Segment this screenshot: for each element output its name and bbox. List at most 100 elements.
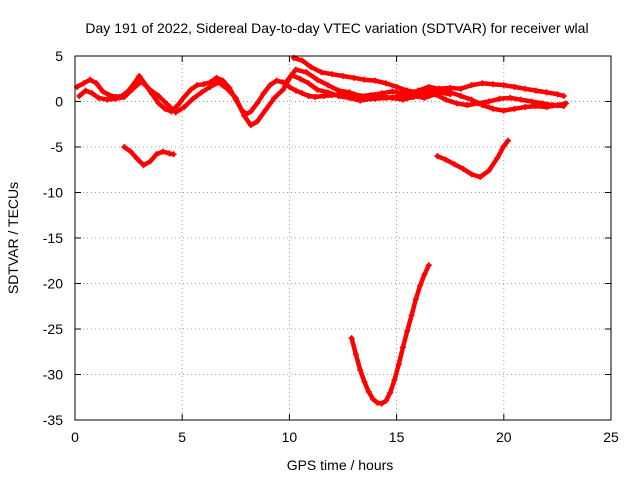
data-point [87, 76, 94, 83]
data-point [254, 100, 261, 107]
data-point [378, 400, 385, 407]
data-point [271, 94, 278, 101]
data-point [318, 69, 325, 76]
x-tick-label: 0 [71, 429, 79, 445]
data-point [189, 95, 196, 102]
data-point [95, 94, 102, 101]
data-point [447, 89, 454, 96]
data-point [464, 102, 471, 109]
data-point [147, 86, 154, 93]
data-point [324, 89, 331, 96]
data-point [393, 83, 400, 90]
data-point [357, 93, 364, 100]
x-tick-label: 10 [282, 429, 298, 445]
data-point [181, 93, 188, 100]
data-points [74, 54, 569, 407]
data-point [260, 90, 267, 97]
data-point [335, 93, 342, 100]
data-point [219, 77, 226, 84]
data-point [361, 76, 368, 83]
data-point [99, 88, 106, 95]
data-point [395, 361, 402, 368]
data-point [404, 327, 411, 334]
data-point [80, 80, 87, 87]
data-point [329, 71, 336, 78]
data-point [532, 87, 539, 94]
y-tick-label: -5 [51, 139, 64, 155]
data-point [415, 87, 422, 94]
data-point [532, 103, 539, 110]
data-point [286, 83, 293, 90]
data-point [442, 156, 449, 163]
grid-lines [75, 56, 611, 420]
data-point [314, 76, 321, 83]
data-point [522, 103, 529, 110]
data-point [382, 397, 389, 404]
x-tick-label: 5 [178, 429, 186, 445]
x-tick-label: 25 [603, 429, 619, 445]
data-point [194, 82, 201, 89]
data-point [166, 150, 173, 157]
data-point [76, 93, 83, 100]
data-point [232, 94, 239, 101]
data-point [372, 77, 379, 84]
data-point [155, 100, 162, 107]
data-point [292, 66, 299, 73]
data-point [468, 82, 475, 89]
data-point [554, 91, 561, 98]
data-point [254, 118, 261, 125]
data-point [451, 161, 458, 168]
data-point [505, 137, 512, 144]
data-point [138, 78, 145, 85]
data-point [543, 89, 550, 96]
data-point [172, 109, 179, 116]
data-point [312, 93, 319, 100]
data-point [262, 106, 269, 113]
data-point [112, 95, 119, 102]
axis-ticks: 0 5 10 15 20 25 5 0 -5 -10 -15 -20 -25 -30 -35 [43, 48, 619, 445]
data-point [134, 155, 141, 162]
data-point [170, 151, 177, 158]
data-point [324, 82, 331, 89]
data-point [320, 93, 327, 100]
data-point [127, 148, 134, 155]
data-point [528, 98, 535, 105]
data-point [479, 102, 486, 109]
data-point [460, 165, 467, 172]
data-point [562, 100, 569, 107]
data-point [282, 80, 289, 87]
data-point [417, 282, 424, 289]
data-point [387, 389, 394, 396]
chart-title: Day 191 of 2022, Sidereal Day-to-day VTE… [85, 20, 588, 36]
data-point [147, 158, 154, 165]
data-point [421, 94, 428, 101]
data-point [500, 143, 507, 150]
data-point [507, 94, 514, 101]
data-point [365, 388, 372, 395]
data-series-track-7 [434, 137, 512, 181]
data-point [129, 85, 136, 92]
data-point [400, 344, 407, 351]
data-point [485, 167, 492, 174]
data-point [164, 101, 171, 108]
data-point [442, 96, 449, 103]
data-point [370, 396, 377, 403]
data-point [267, 82, 274, 89]
data-point [207, 83, 214, 90]
data-point [82, 87, 89, 94]
data-point [490, 105, 497, 112]
x-axis-label: GPS time / hours [287, 457, 394, 473]
data-point [494, 154, 501, 161]
data-point [215, 79, 222, 86]
data-point [346, 94, 353, 101]
data-point [517, 96, 524, 103]
series-trace [405, 84, 569, 113]
data-point [560, 93, 567, 100]
data-point [104, 96, 111, 103]
y-axis-label: SDTVAR / TECUs [5, 182, 21, 294]
data-point [421, 271, 428, 278]
data-point [162, 105, 169, 112]
data-point [314, 86, 321, 93]
data-point [479, 80, 486, 87]
data-point [500, 107, 507, 114]
